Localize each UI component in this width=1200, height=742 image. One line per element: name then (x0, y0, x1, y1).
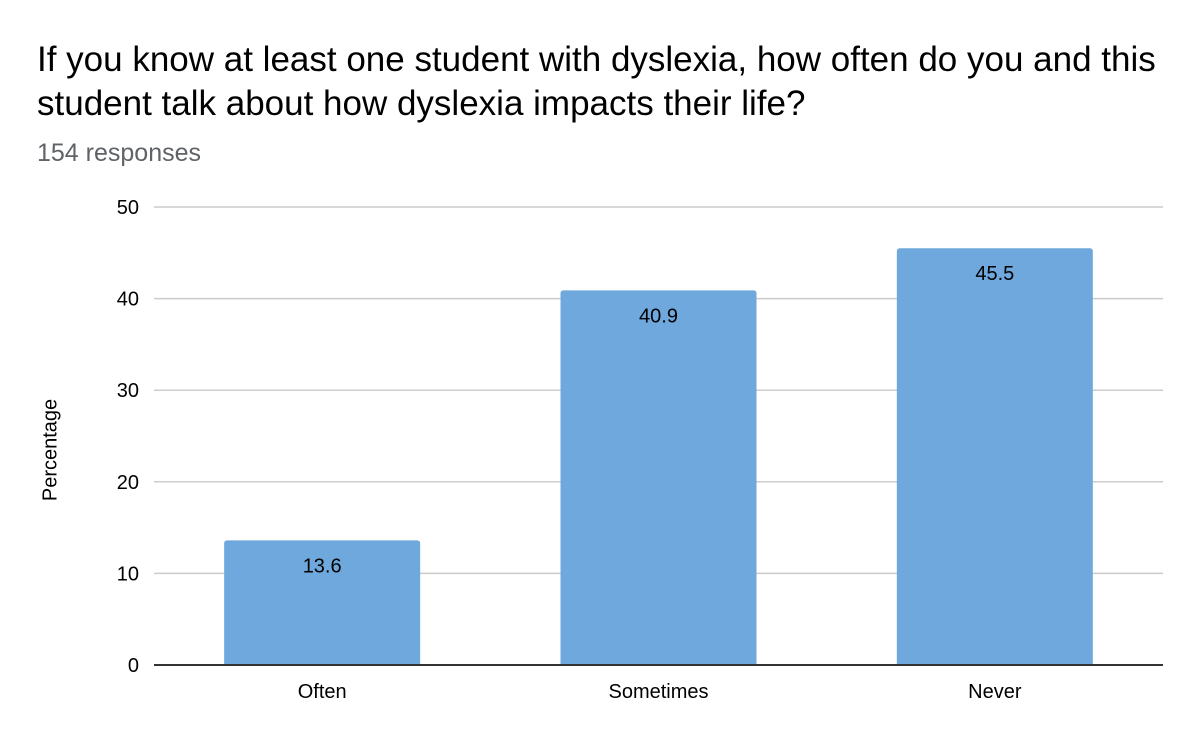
bar-often (224, 540, 421, 665)
bar-sometimes (560, 290, 757, 665)
response-count: 154 responses (37, 139, 202, 167)
y-tick-label: 40 (117, 289, 139, 311)
chart-title: If you know at least one student with dy… (37, 40, 1156, 123)
data-label: 45.5 (975, 263, 1014, 285)
data-label: 13.6 (303, 555, 342, 577)
labels: 0 10 20 30 40 50 13.6 Often 40.9 Sometimes 45.5 Nev… (117, 197, 1022, 703)
y-tick-label: 50 (117, 197, 139, 219)
y-tick-label: 30 (117, 380, 139, 402)
x-tick-label: Sometimes (608, 681, 708, 703)
x-tick-label: Often (298, 681, 347, 703)
y-tick-label: 0 (128, 655, 139, 677)
y-tick-label: 10 (117, 563, 139, 585)
bars (224, 248, 1093, 665)
data-label: 40.9 (639, 305, 678, 327)
y-tick-label: 20 (117, 472, 139, 494)
bar-never (896, 248, 1093, 665)
x-tick-label: Never (968, 681, 1022, 703)
